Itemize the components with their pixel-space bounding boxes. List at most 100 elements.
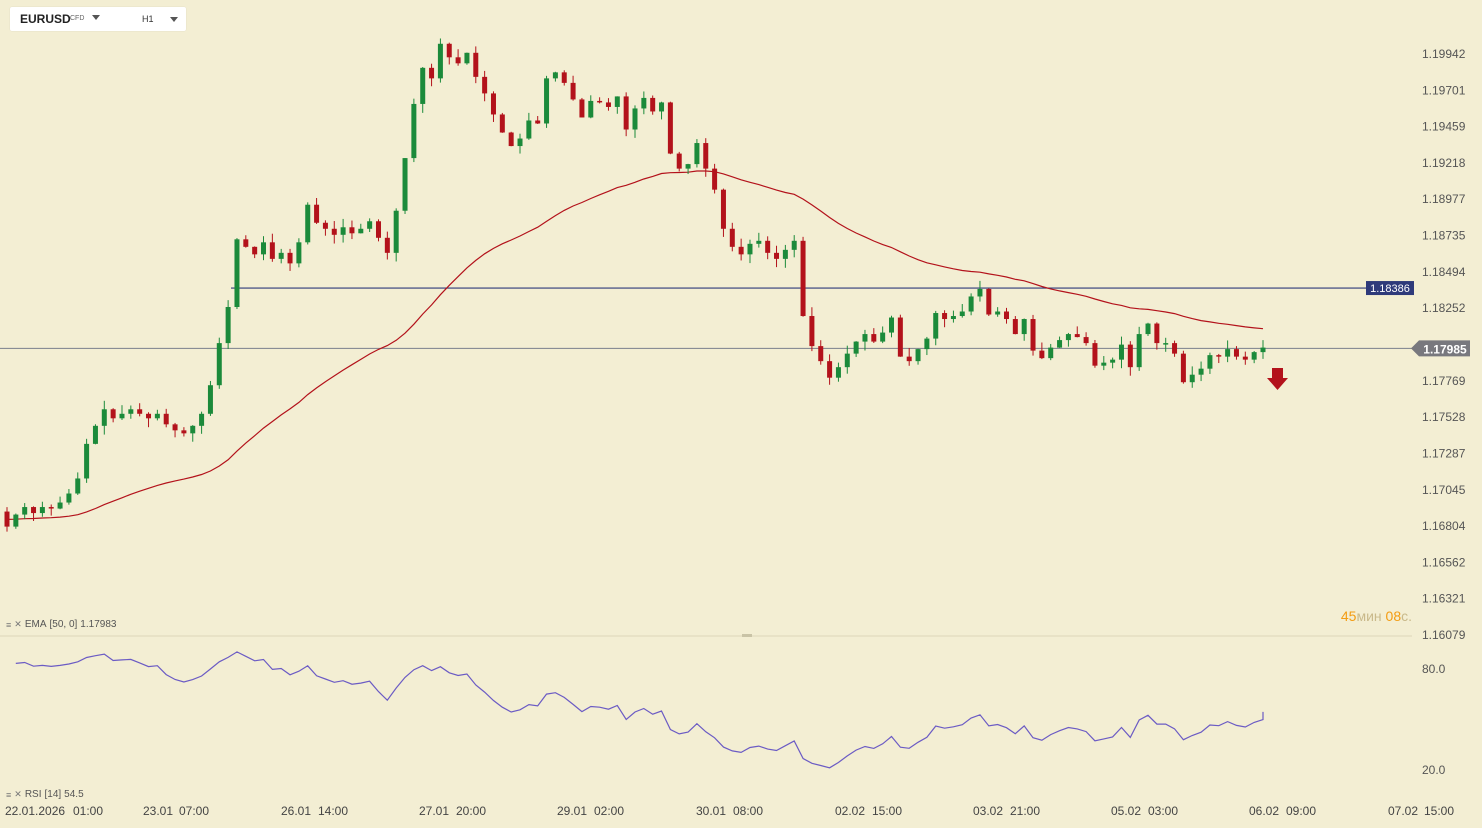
bullish-candle [747, 243, 753, 255]
close-icon[interactable]: ✕ [14, 619, 22, 629]
price-tick-label: 1.16562 [1422, 555, 1466, 569]
bearish-candle [605, 102, 611, 107]
close-icon[interactable]: ✕ [14, 789, 22, 799]
bearish-candle [809, 316, 815, 347]
bearish-candle [1012, 319, 1018, 335]
ema-50-line [6, 170, 1264, 520]
down-arrow-icon [1267, 368, 1288, 390]
bullish-candle [977, 288, 983, 297]
bullish-candle [190, 425, 196, 434]
symbol-selector[interactable]: EURUSD [20, 12, 71, 26]
time-tick-label: 14:00 [318, 804, 348, 818]
bearish-candle [765, 240, 771, 253]
bullish-candle [632, 108, 638, 130]
bearish-candle [1233, 349, 1239, 357]
rsi-level-label: 80.0 [1422, 662, 1446, 676]
time-tick-label: 03.02 [973, 804, 1003, 818]
settings-icon[interactable]: ≡ [6, 619, 12, 630]
countdown-seconds: 08 [1385, 608, 1402, 624]
time-tick-label: 03:00 [1148, 804, 1178, 818]
bullish-candle [950, 316, 956, 320]
bullish-candle [756, 240, 762, 244]
bullish-candle [1145, 323, 1151, 335]
bullish-candle [517, 138, 523, 147]
time-tick-label: 26.01 [281, 804, 311, 818]
bullish-candle [880, 332, 886, 342]
bullish-candle [154, 413, 160, 419]
bullish-candle [57, 502, 63, 509]
bullish-candle [959, 311, 965, 317]
ema-label: EMA [24, 619, 47, 630]
bullish-candle [1021, 319, 1027, 335]
rsi-level-label: 20.0 [1422, 763, 1446, 777]
bearish-candle [4, 511, 10, 527]
timeframe-dropdown-icon[interactable] [170, 17, 178, 22]
bearish-candle [676, 153, 682, 169]
bullish-candle [39, 507, 45, 514]
bullish-candle [340, 227, 346, 235]
bearish-candle [490, 93, 496, 115]
bullish-candle [119, 413, 125, 419]
bearish-candle [349, 227, 355, 234]
bearish-candle [31, 507, 37, 514]
time-tick-label: 21:00 [1010, 804, 1040, 818]
time-tick-label: 07:00 [179, 804, 209, 818]
time-tick-label: 29.01 [557, 804, 587, 818]
price-tick-label: 1.16079 [1422, 628, 1466, 642]
settings-icon[interactable]: ≡ [6, 789, 12, 800]
bearish-candle [163, 413, 169, 425]
rsi-label: RSI [24, 789, 42, 800]
bullish-candle [862, 334, 868, 342]
bearish-candle [499, 114, 505, 133]
bearish-candle [871, 334, 877, 342]
bearish-candle [473, 52, 479, 77]
price-labels: 1.18386 1.17985 [1267, 281, 1470, 390]
price-tick-label: 1.18735 [1422, 229, 1466, 243]
bullish-candle [995, 311, 1001, 315]
bullish-candle [1207, 355, 1213, 369]
time-tick-label: 27.01 [419, 804, 449, 818]
bullish-candle [411, 103, 417, 159]
level-price-badge [1366, 281, 1414, 296]
price-tick-label: 1.19459 [1422, 120, 1466, 134]
symbol-dropdown-icon[interactable] [92, 15, 100, 20]
time-tick-label: 02:00 [594, 804, 624, 818]
rsi-line [15, 651, 1264, 769]
bullish-candle [853, 341, 859, 354]
bearish-candle [482, 76, 488, 94]
bullish-candle [128, 409, 134, 414]
bullish-candle [13, 514, 19, 527]
bearish-candle [455, 57, 461, 64]
time-tick-label: 05.02 [1111, 804, 1141, 818]
bearish-candle [1083, 337, 1089, 344]
bullish-candle [216, 343, 222, 386]
ema-value: 1.17983 [80, 619, 117, 630]
time-tick-label: 15:00 [1424, 804, 1454, 818]
bullish-candle [66, 493, 72, 503]
bullish-candle [685, 164, 691, 169]
countdown-minutes-unit: мин [1356, 608, 1382, 624]
bearish-candle [579, 99, 585, 118]
time-tick-label: 02.02 [835, 804, 865, 818]
bearish-candle [508, 132, 514, 147]
bullish-candle [278, 252, 284, 259]
bullish-candle [261, 242, 267, 255]
bearish-candle [827, 361, 833, 378]
bullish-candle [889, 317, 895, 333]
bearish-candle [774, 252, 780, 259]
bullish-candle [207, 385, 213, 414]
bearish-candle [1074, 334, 1080, 338]
time-tick-label: 06.02 [1249, 804, 1279, 818]
bearish-candle [314, 204, 320, 223]
timeframe-selector[interactable]: H1 [142, 14, 154, 24]
horizontal-level-line [0, 287, 1412, 349]
bullish-candle [225, 306, 231, 344]
time-axis: 22.01.2026 01:00 23.01 07:00 26.01 14:00 27.01… [5, 804, 1454, 818]
bearish-candle [446, 43, 452, 58]
bearish-candle [322, 222, 328, 229]
bearish-candle [1242, 356, 1248, 360]
pane-resize-handle[interactable] [742, 634, 752, 637]
price-tick-label: 1.17528 [1422, 410, 1466, 424]
bullish-candle [835, 367, 841, 378]
